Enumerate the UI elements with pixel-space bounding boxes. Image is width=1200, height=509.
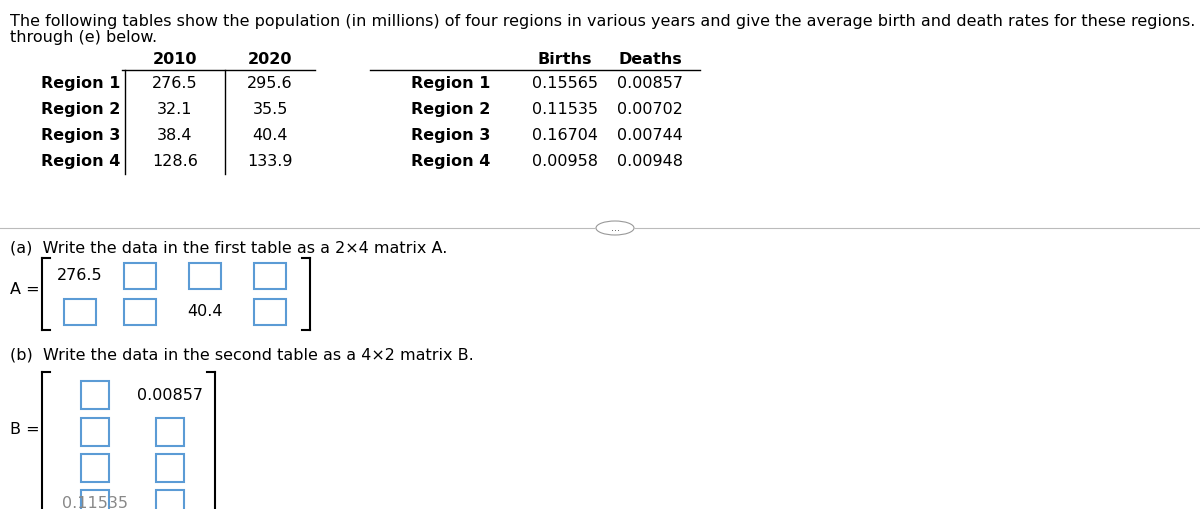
Text: A =: A = [10, 282, 40, 297]
FancyBboxPatch shape [156, 418, 184, 446]
FancyBboxPatch shape [156, 490, 184, 509]
FancyBboxPatch shape [124, 263, 156, 289]
Text: 0.00958: 0.00958 [532, 154, 598, 168]
Text: 32.1: 32.1 [157, 101, 193, 117]
Text: 0.11535: 0.11535 [532, 101, 598, 117]
FancyBboxPatch shape [254, 299, 286, 325]
Text: 0.00744: 0.00744 [617, 127, 683, 143]
Text: 0.16704: 0.16704 [532, 127, 598, 143]
Text: Births: Births [538, 52, 593, 67]
Text: 133.9: 133.9 [247, 154, 293, 168]
FancyBboxPatch shape [64, 299, 96, 325]
Text: Region 1: Region 1 [41, 75, 120, 91]
Text: Region 3: Region 3 [410, 127, 490, 143]
Text: Region 3: Region 3 [41, 127, 120, 143]
Text: 276.5: 276.5 [152, 75, 198, 91]
Text: The following tables show the population (in millions) of four regions in variou: The following tables show the population… [10, 14, 1200, 29]
FancyBboxPatch shape [254, 263, 286, 289]
Text: Region 1: Region 1 [410, 75, 490, 91]
Text: Region 4: Region 4 [410, 154, 490, 168]
Text: through (e) below.: through (e) below. [10, 30, 157, 45]
Text: 0.00948: 0.00948 [617, 154, 683, 168]
Text: 0.11535: 0.11535 [62, 495, 128, 509]
Text: 0.00857: 0.00857 [137, 387, 203, 403]
Text: 276.5: 276.5 [58, 269, 103, 284]
FancyBboxPatch shape [82, 381, 109, 409]
Text: Region 4: Region 4 [41, 154, 120, 168]
FancyBboxPatch shape [82, 418, 109, 446]
Text: 38.4: 38.4 [157, 127, 193, 143]
Text: (a)  Write the data in the first table as a 2×4 matrix A.: (a) Write the data in the first table as… [10, 240, 448, 255]
FancyBboxPatch shape [82, 454, 109, 482]
Text: Region 2: Region 2 [41, 101, 120, 117]
Text: (b)  Write the data in the second table as a 4×2 matrix B.: (b) Write the data in the second table a… [10, 347, 474, 362]
Text: 35.5: 35.5 [252, 101, 288, 117]
Text: 40.4: 40.4 [252, 127, 288, 143]
Text: 128.6: 128.6 [152, 154, 198, 168]
FancyBboxPatch shape [124, 299, 156, 325]
Ellipse shape [596, 221, 634, 235]
Text: 40.4: 40.4 [187, 304, 223, 320]
Text: 295.6: 295.6 [247, 75, 293, 91]
Text: 0.00857: 0.00857 [617, 75, 683, 91]
FancyBboxPatch shape [82, 490, 109, 509]
Text: Deaths: Deaths [618, 52, 682, 67]
Text: 0.00702: 0.00702 [617, 101, 683, 117]
FancyBboxPatch shape [190, 263, 221, 289]
Text: Region 2: Region 2 [410, 101, 490, 117]
Text: ...: ... [611, 223, 619, 233]
Text: 0.15565: 0.15565 [532, 75, 598, 91]
FancyBboxPatch shape [156, 454, 184, 482]
Text: 2010: 2010 [152, 52, 197, 67]
Text: 2020: 2020 [247, 52, 293, 67]
Text: B =: B = [10, 422, 40, 438]
